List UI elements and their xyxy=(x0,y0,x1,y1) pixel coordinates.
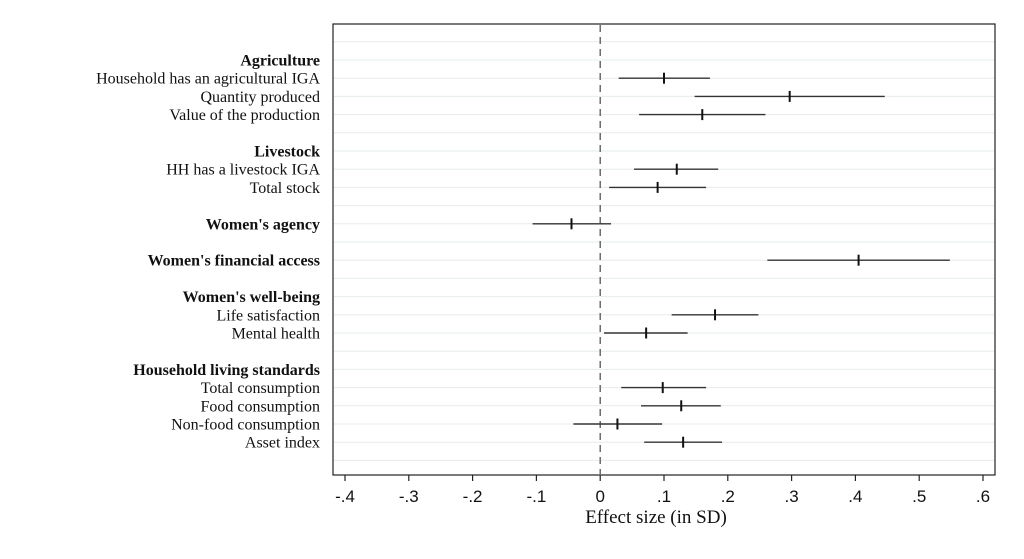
x-tick-label: 0 xyxy=(595,487,604,506)
x-tick-label: .1 xyxy=(657,487,671,506)
group-header-label: Women's financial access xyxy=(148,253,320,270)
outcome-label: Asset index xyxy=(245,435,320,452)
outcome-label: Non-food consumption xyxy=(171,417,320,434)
x-axis: -.4 -.3 -.2 -.1 0 .1 .2 .3 .4 .5 .6 xyxy=(335,475,990,506)
x-tick-label: .2 xyxy=(721,487,735,506)
x-tick-label: .4 xyxy=(848,487,862,506)
outcome-label: Life satisfaction xyxy=(216,307,320,324)
estimates xyxy=(532,72,950,448)
x-tick-label: -.4 xyxy=(335,487,355,506)
x-axis-title: Effect size (in SD) xyxy=(585,507,727,528)
x-tick-label: -.1 xyxy=(526,487,546,506)
outcome-label: Quantity produced xyxy=(200,89,320,106)
group-header-label: Women's well-being xyxy=(183,289,320,306)
gridlines xyxy=(334,41,994,461)
x-tick-label: .5 xyxy=(912,487,926,506)
group-header-label: Women's agency xyxy=(206,216,320,233)
group-header-label: Household living standards xyxy=(133,362,320,379)
x-tick-label: -.2 xyxy=(463,487,483,506)
outcome-label: Mental health xyxy=(232,326,320,343)
group-header-label: Livestock xyxy=(254,144,320,161)
x-tick-label: .6 xyxy=(976,487,990,506)
outcome-label: Household has an agricultural IGA xyxy=(96,71,320,88)
outcome-label: Total consumption xyxy=(201,380,320,397)
outcome-label: Value of the production xyxy=(169,107,320,124)
plot-frame xyxy=(332,23,996,476)
outcome-label: Total stock xyxy=(250,180,320,197)
outcome-label: Food consumption xyxy=(200,398,320,415)
group-header-label: Agriculture xyxy=(240,53,320,70)
x-tick-label: -.3 xyxy=(399,487,419,506)
x-tick-label: .3 xyxy=(785,487,799,506)
outcome-label: HH has a livestock IGA xyxy=(166,162,320,179)
